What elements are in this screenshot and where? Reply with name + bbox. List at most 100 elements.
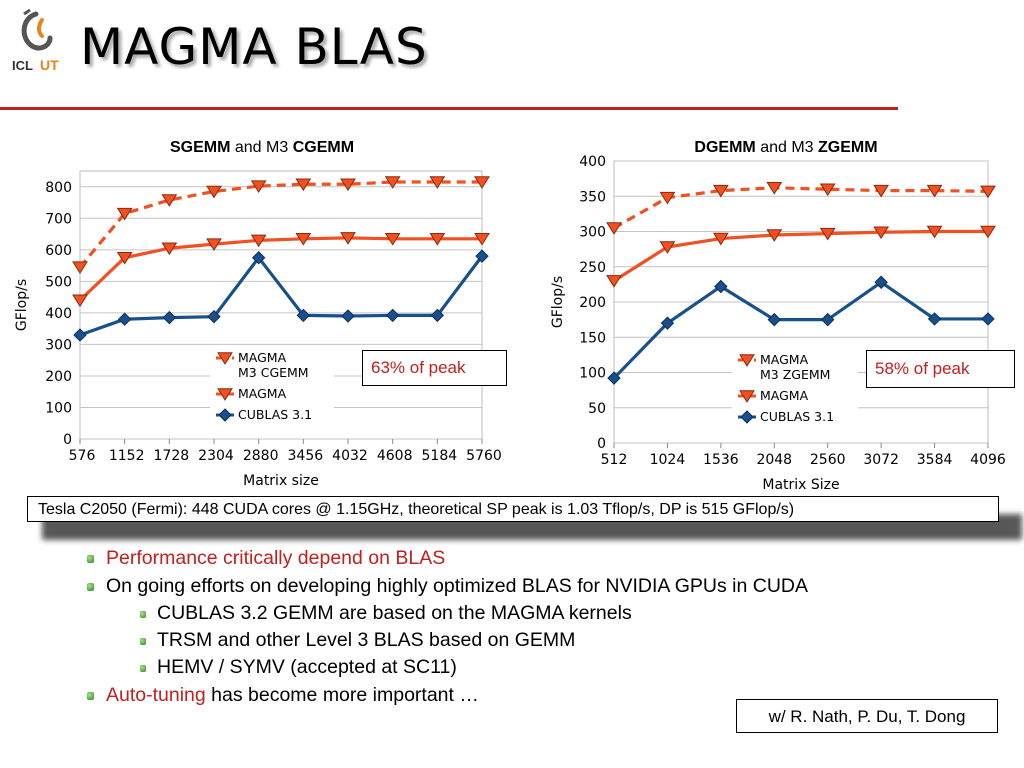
x-tick-label: 4032 bbox=[332, 448, 368, 464]
data-point bbox=[819, 227, 836, 241]
bullet-marker-icon bbox=[87, 583, 94, 591]
bullet-item: HEMV / SYMV (accepted at SC11) bbox=[140, 655, 457, 679]
x-tick-label: 4096 bbox=[970, 452, 1006, 468]
bullet-item: Auto-tuning has become more important … bbox=[87, 683, 479, 707]
legend-swatch-marker bbox=[217, 352, 233, 365]
legend-label: MAGMA bbox=[760, 352, 809, 367]
svg-text:UT: UT bbox=[40, 57, 59, 73]
y-tick-label: 600 bbox=[45, 243, 72, 259]
y-tick-label: 500 bbox=[45, 274, 72, 290]
title-divider bbox=[0, 107, 898, 110]
data-point bbox=[712, 184, 729, 198]
data-point bbox=[116, 207, 133, 221]
data-point bbox=[295, 178, 312, 192]
data-point bbox=[927, 312, 942, 326]
bullet-item: On going efforts on developing highly op… bbox=[87, 574, 808, 598]
chart-title: DGEMM and M3 ZGEMM bbox=[694, 139, 877, 156]
icl-logo-graphic: ICL UT bbox=[12, 8, 59, 73]
series-line bbox=[612, 280, 988, 380]
bullet-item: Performance critically depend on BLAS bbox=[87, 546, 446, 570]
data-point bbox=[475, 249, 489, 263]
y-tick-label: 250 bbox=[579, 260, 606, 276]
data-point bbox=[207, 309, 221, 324]
chart-title-part: and M3 bbox=[756, 139, 818, 156]
y-tick-label: 100 bbox=[45, 400, 72, 416]
y-tick-label: 200 bbox=[45, 369, 72, 385]
x-tick-label: 3584 bbox=[917, 452, 953, 468]
sgemm-peak-callout: 63% of peak bbox=[362, 350, 507, 386]
x-axis-label: Matrix Size bbox=[762, 477, 839, 493]
data-point bbox=[429, 233, 446, 246]
y-axis-label: GFlop/s bbox=[550, 276, 566, 328]
series-line bbox=[79, 255, 484, 337]
legend-label: MAGMA bbox=[760, 388, 809, 403]
x-tick-label: 2304 bbox=[198, 448, 234, 464]
data-point bbox=[117, 312, 132, 326]
data-point bbox=[474, 176, 490, 189]
bullet-text: TRSM and other Level 3 BLAS based on GEM… bbox=[157, 629, 576, 651]
data-point bbox=[766, 182, 783, 195]
series-line bbox=[78, 236, 482, 302]
y-tick-label: 350 bbox=[579, 189, 606, 205]
data-point bbox=[767, 312, 781, 327]
data-point bbox=[250, 234, 267, 248]
series-magma-m3-cgemm bbox=[72, 176, 490, 275]
bullet-text: HEMV / SYMV (accepted at SC11) bbox=[157, 656, 457, 678]
series-line bbox=[613, 186, 989, 230]
data-point bbox=[712, 232, 729, 246]
bullet-marker-icon bbox=[140, 611, 146, 618]
y-tick-label: 150 bbox=[579, 330, 606, 346]
data-point bbox=[926, 225, 943, 239]
series-cublas-3-1 bbox=[607, 275, 995, 385]
dgemm-zgemm-chart-svg: DGEMM and M3 ZGEMM 0 50 100 150 200 250 300 350 4… bbox=[550, 139, 1006, 493]
data-point bbox=[606, 222, 622, 235]
data-point bbox=[206, 238, 222, 252]
x-tick-label: 5760 bbox=[466, 448, 502, 464]
legend-swatch-marker bbox=[739, 354, 755, 367]
x-tick-label: 576 bbox=[69, 448, 96, 464]
data-point bbox=[926, 184, 943, 198]
y-tick-label: 400 bbox=[579, 154, 606, 170]
legend-swatch-marker bbox=[740, 410, 754, 424]
x-tick-label: 1536 bbox=[703, 452, 739, 468]
data-point bbox=[821, 312, 835, 327]
data-point bbox=[72, 294, 88, 308]
data-point bbox=[766, 229, 783, 242]
legend-label: M3 ZGEMM bbox=[760, 367, 830, 382]
bullet-item: CUBLAS 3.2 GEMM are based on the MAGMA k… bbox=[140, 601, 632, 625]
data-point bbox=[385, 308, 400, 323]
data-point bbox=[659, 191, 676, 205]
authors-credit: w/ R. Nath, P. Du, T. Dong bbox=[736, 699, 998, 733]
data-point bbox=[116, 251, 133, 265]
legend-swatch-marker bbox=[217, 388, 233, 401]
legend-label: CUBLAS 3.1 bbox=[760, 409, 834, 424]
y-tick-label: 200 bbox=[579, 295, 606, 311]
data-point bbox=[161, 242, 178, 256]
series-magma-m3-zgemm bbox=[606, 182, 996, 235]
y-tick-label: 50 bbox=[588, 401, 606, 417]
legend-label: CUBLAS 3.1 bbox=[238, 407, 312, 422]
bullet-text: CUBLAS 3.2 GEMM are based on the MAGMA k… bbox=[157, 602, 632, 624]
data-point bbox=[607, 371, 621, 385]
chart-title-part: and M3 bbox=[230, 139, 292, 156]
y-axis-label: GFlop/s bbox=[14, 279, 30, 331]
legend-item: MAGMA bbox=[216, 386, 287, 401]
x-tick-label: 2560 bbox=[810, 452, 846, 468]
bullet-text: Performance critically depend on BLAS bbox=[106, 547, 446, 569]
data-point bbox=[296, 308, 311, 323]
legend-box bbox=[210, 346, 334, 424]
legend-label: M3 CGEMM bbox=[238, 365, 309, 380]
y-tick-label: 700 bbox=[45, 211, 72, 227]
dgemm-peak-callout: 58% of peak bbox=[866, 350, 1015, 388]
bullet-text: On going efforts on developing highly op… bbox=[106, 575, 808, 597]
bullet-text: has become more important … bbox=[205, 684, 479, 706]
y-tick-label: 100 bbox=[579, 366, 606, 382]
data-point bbox=[873, 184, 890, 198]
data-point bbox=[874, 275, 888, 289]
data-point bbox=[981, 312, 995, 326]
series-cublas-3-1 bbox=[73, 249, 489, 342]
